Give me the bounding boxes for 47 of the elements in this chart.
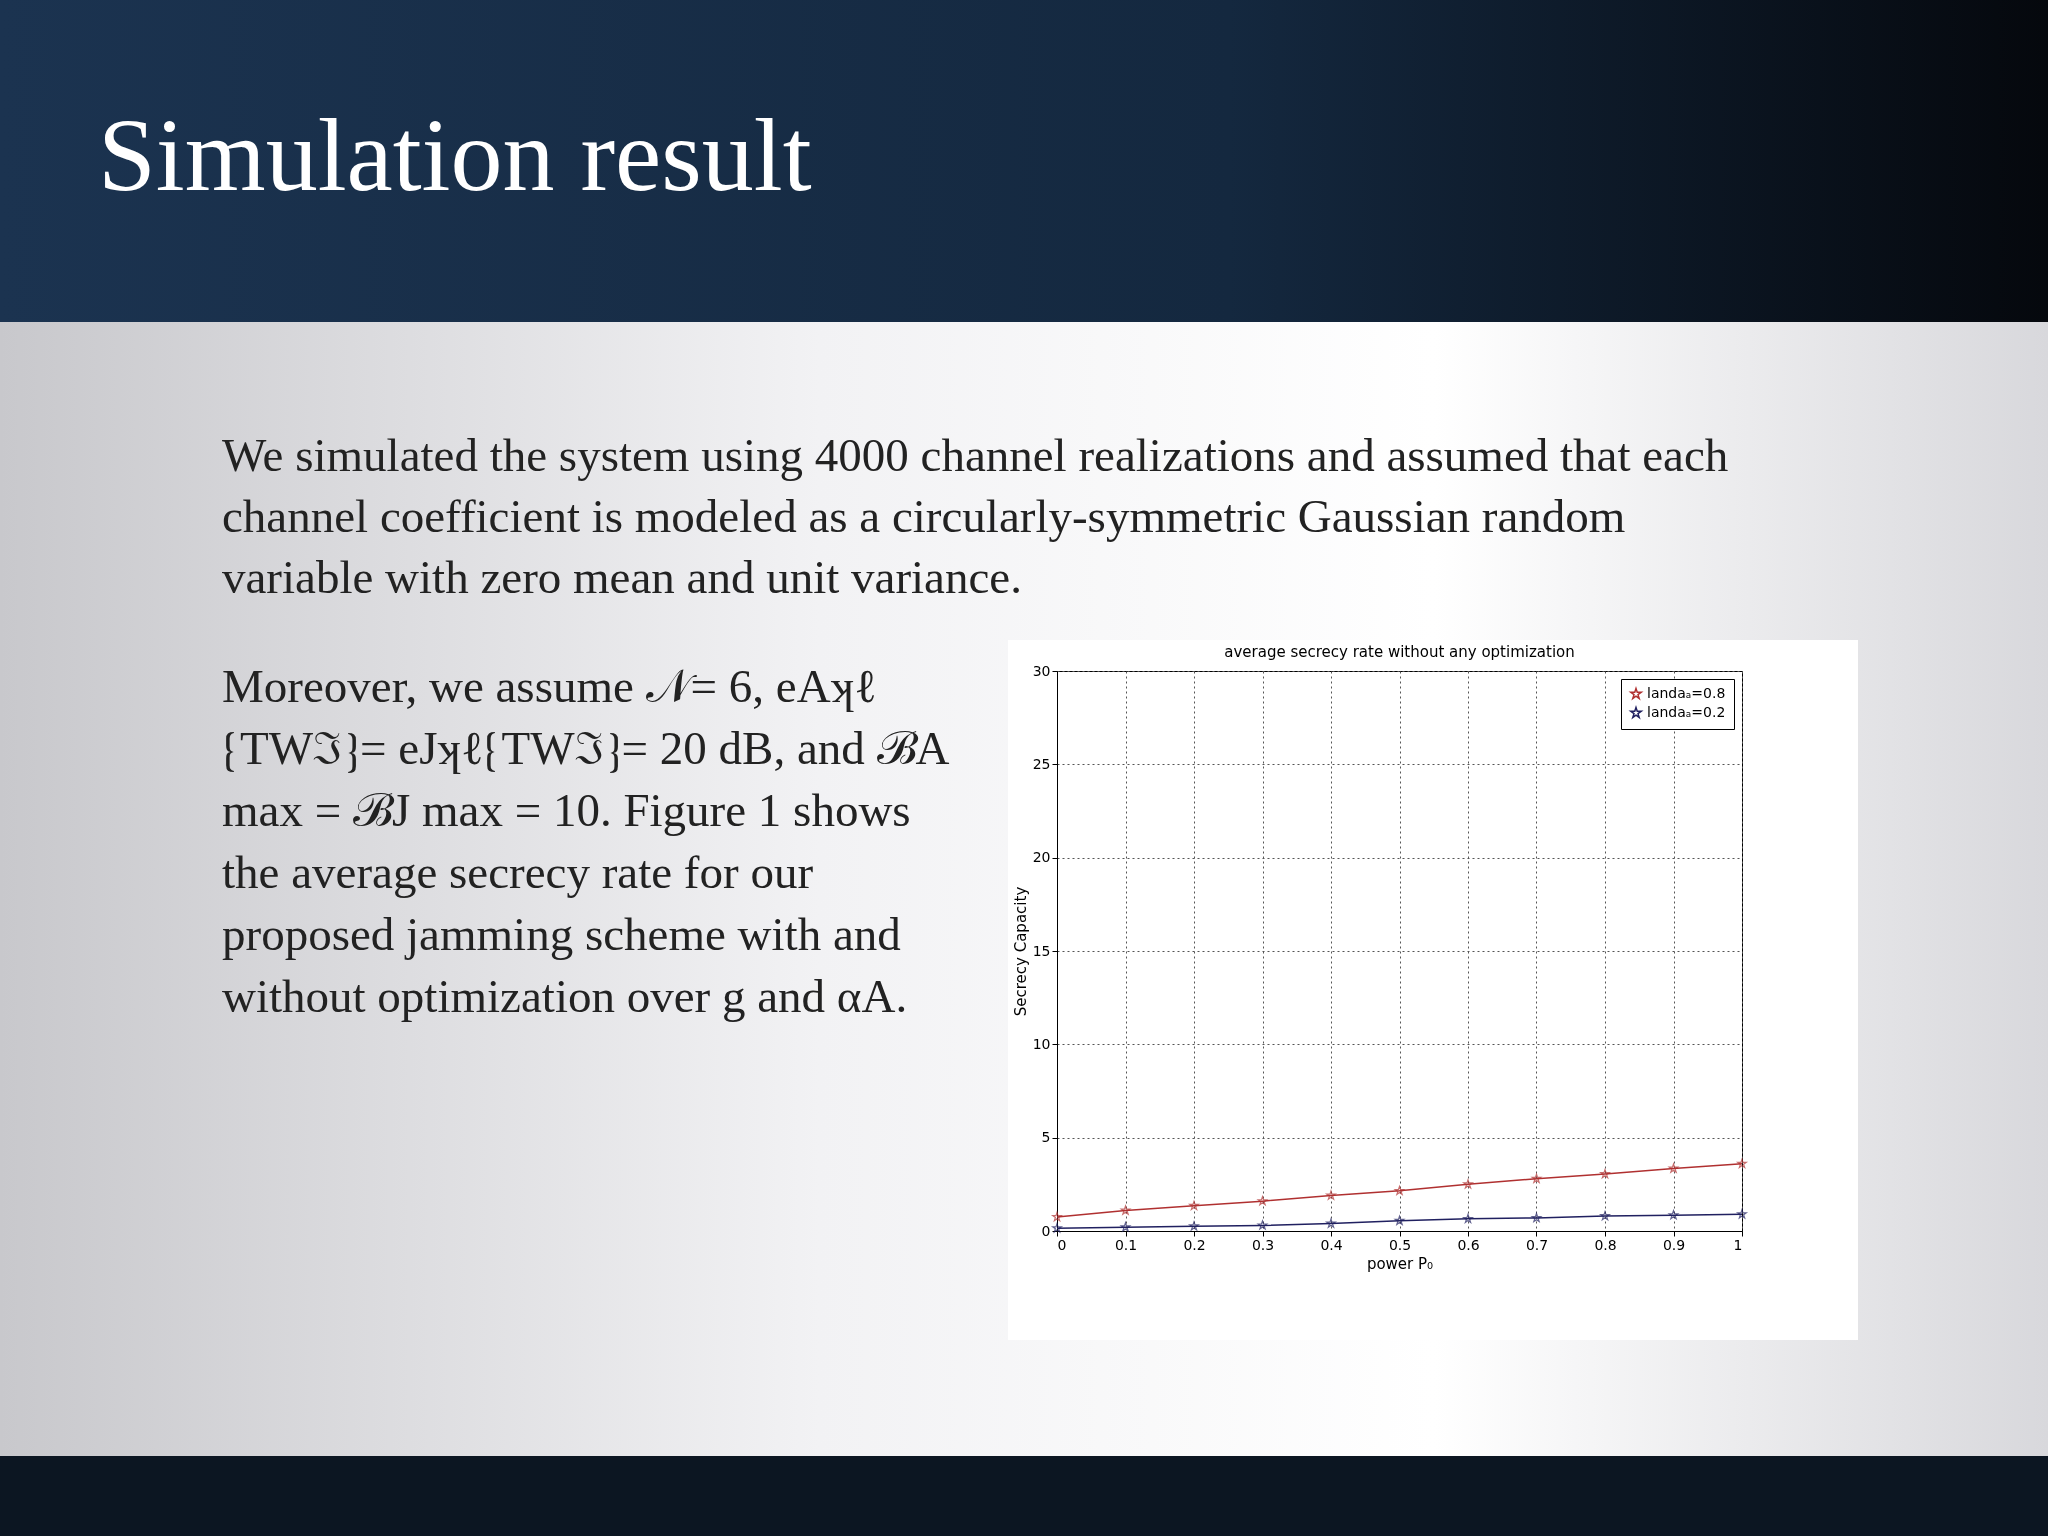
x-tick-label: 0.8 — [1594, 1236, 1617, 1253]
point — [1189, 1221, 1199, 1231]
y-tick-label: 20 — [1032, 849, 1051, 866]
point — [1326, 1190, 1336, 1200]
x-tick-label: 0.3 — [1251, 1236, 1275, 1253]
text: Simulation result — [98, 96, 812, 214]
point — [1600, 1210, 1610, 1221]
x-tick-label: 0.2 — [1183, 1236, 1206, 1253]
point — [1120, 1205, 1131, 1215]
legend-label: landaₐ=0.8 — [1647, 685, 1726, 701]
x-tick-label: 0.5 — [1388, 1236, 1412, 1253]
point — [1257, 1220, 1268, 1230]
point — [1463, 1179, 1473, 1189]
y-tick-label: 30 — [1032, 662, 1051, 679]
x-axis-title: power P₀ — [1366, 1254, 1434, 1273]
chart-title: average secrecy rate without any optimization — [1224, 643, 1575, 661]
text: We simulated the system using 4000 channel realizations and assumed that each channel coefficient is modeled as a circularly-symmetric Gaussian random variable with zero mean and unit variance. — [222, 428, 1730, 605]
point — [1326, 1218, 1336, 1228]
point — [1120, 1222, 1131, 1232]
point — [1394, 1215, 1405, 1225]
legend-label: landaₐ=0.2 — [1647, 704, 1726, 720]
y-tick-label: 10 — [1032, 1035, 1051, 1052]
x-tick-label: 0.9 — [1662, 1236, 1686, 1253]
y-tick-label: 15 — [1032, 942, 1051, 959]
x-tick-label: 0.6 — [1457, 1236, 1480, 1253]
point — [1737, 1209, 1747, 1219]
point — [1737, 1158, 1747, 1169]
x-tick-label: 0.7 — [1525, 1236, 1549, 1253]
y-tick-label: 0 — [1041, 1222, 1051, 1239]
y-axis-title: Secrecy Capacity — [1011, 886, 1030, 1017]
point — [1668, 1210, 1679, 1220]
y-tick-label: 25 — [1032, 755, 1051, 772]
point — [1394, 1185, 1405, 1196]
point — [1600, 1168, 1610, 1179]
point — [1463, 1213, 1473, 1224]
point — [1257, 1196, 1268, 1206]
point — [1668, 1163, 1679, 1173]
x-tick-label: 1 — [1733, 1236, 1743, 1253]
x-tick-label: 0.4 — [1320, 1236, 1343, 1253]
x-tick-label: 0.1 — [1114, 1236, 1138, 1253]
text: Moreover, we assume 𝒩= 6, eAʞℓ ⁅TWℑ⁆= eJʞℓ⁅TWℑ⁆= 20 dB, and ℬA max = ℬJ max = 10. Figure 1 shows the average secrecy rate for our proposed jamming scheme with and without optimization over g and αA. — [222, 659, 949, 1024]
point — [1531, 1173, 1542, 1183]
point — [1189, 1200, 1199, 1211]
x-tick-label: 0 — [1057, 1236, 1067, 1253]
point — [1531, 1212, 1542, 1223]
y-tick-label: 5 — [1041, 1129, 1051, 1146]
point — [1052, 1211, 1062, 1222]
